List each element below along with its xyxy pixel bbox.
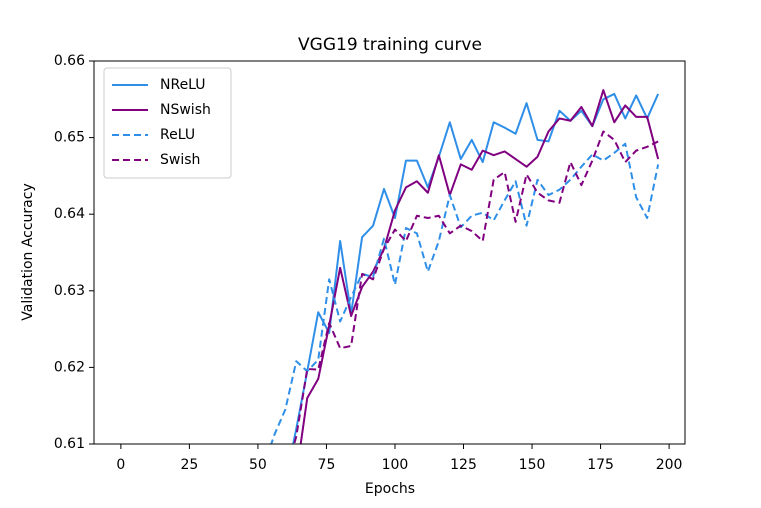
- x-tick-label: 175: [587, 457, 614, 473]
- data-line: [292, 92, 660, 444]
- x-axis-label: Epochs: [365, 481, 415, 497]
- y-tick-label: 0.61: [54, 436, 85, 452]
- legend-label: Swish: [160, 152, 200, 168]
- data-line: [299, 89, 660, 444]
- y-tick-label: 0.62: [54, 359, 85, 375]
- x-tick-label: 150: [519, 457, 546, 473]
- x-tick-label: 50: [249, 457, 267, 473]
- plot-frame: [93, 60, 686, 445]
- x-tick-label: 75: [318, 457, 336, 473]
- data-line: [270, 142, 660, 444]
- x-tick-label: 0: [116, 457, 125, 473]
- plot-area: [270, 89, 660, 444]
- x-tick-label: 125: [450, 457, 477, 473]
- y-axis-label: Validation Accuracy: [20, 183, 36, 321]
- legend-label: ReLU: [160, 127, 195, 143]
- y-tick-label: 0.64: [54, 206, 85, 222]
- x-tick-label: 200: [656, 457, 683, 473]
- x-tick-label: 100: [382, 457, 409, 473]
- x-tick-label: 25: [180, 457, 198, 473]
- y-tick-label: 0.63: [54, 283, 85, 299]
- chart-title: VGG19 training curve: [298, 35, 482, 55]
- legend-label: NSwish: [160, 102, 211, 118]
- y-tick-label: 0.66: [54, 53, 85, 69]
- legend-label: NReLU: [160, 77, 206, 93]
- data-line: [293, 130, 659, 444]
- legend-box: [103, 67, 232, 179]
- y-tick-label: 0.65: [54, 130, 85, 146]
